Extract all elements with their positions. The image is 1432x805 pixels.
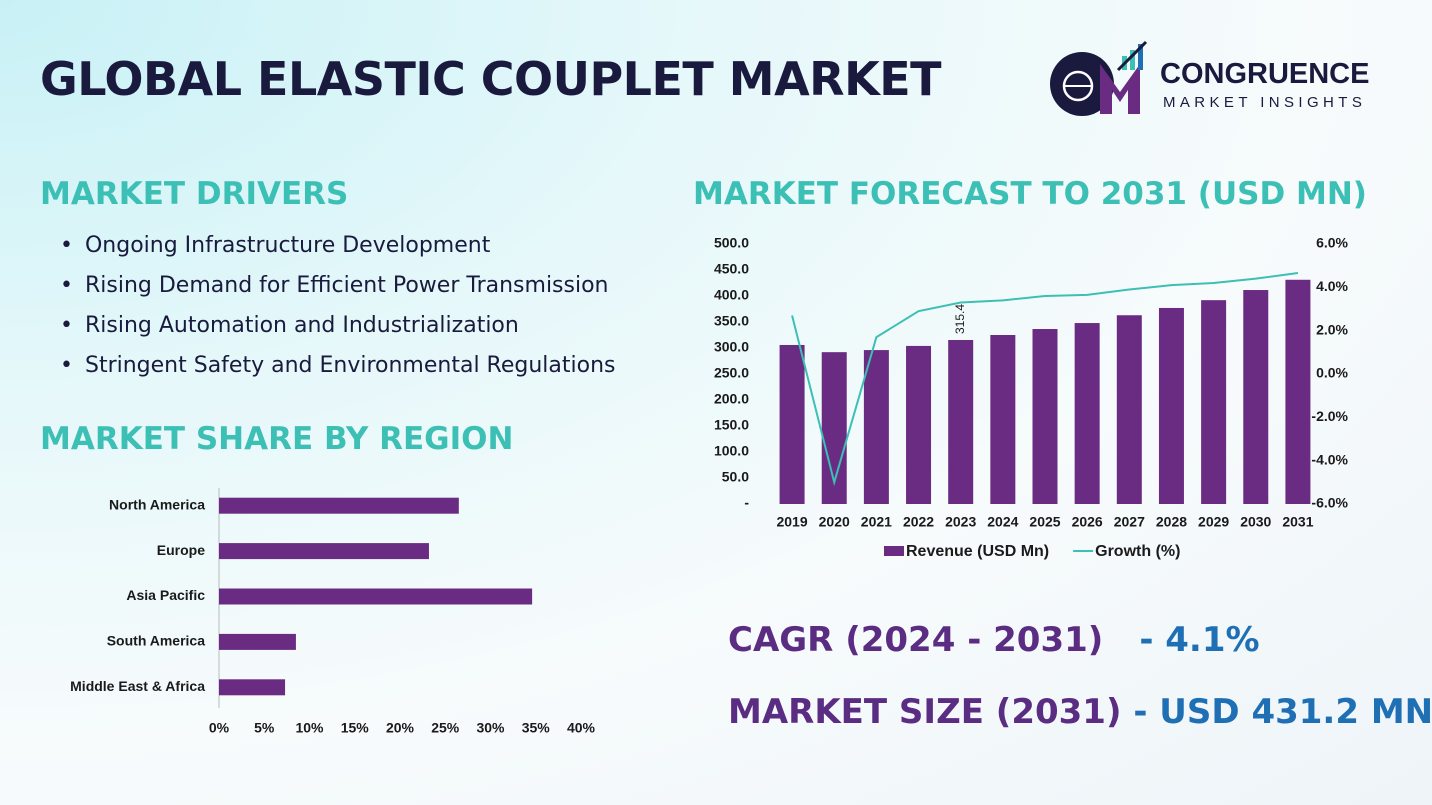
bar — [219, 497, 459, 514]
x-tick-label: 2020 — [819, 514, 850, 530]
y-tick-label: 300.0 — [714, 339, 749, 355]
bar — [1116, 315, 1142, 504]
y-tick-label: 500.0 — [714, 235, 749, 251]
x-tick-label: 10% — [295, 720, 324, 736]
category-label: Europe — [157, 542, 205, 558]
driver-item: Ongoing Infrastructure Development — [60, 228, 616, 268]
y-tick-label: 50.0 — [722, 469, 749, 485]
bar — [1285, 279, 1311, 504]
driver-item: Rising Automation and Industrialization — [60, 308, 616, 348]
x-tick-label: 15% — [341, 720, 370, 736]
bar — [1032, 329, 1058, 504]
category-label: South America — [107, 633, 205, 649]
cagr: CAGR (2024 - 2031) - 4.1% — [728, 620, 1260, 660]
x-tick-label: 0% — [209, 720, 230, 736]
y-tick-label: 200.0 — [714, 391, 749, 407]
x-tick-label: 40% — [567, 720, 596, 736]
y-tick-label: 100.0 — [714, 443, 749, 459]
market-size: MARKET SIZE (2031) - USD 431.2 MN — [728, 692, 1432, 732]
x-tick-label: 30% — [476, 720, 505, 736]
bar — [990, 335, 1016, 504]
data-label: 315.4 — [953, 304, 967, 334]
x-tick-label: 2031 — [1282, 514, 1313, 530]
y2-tick-label: 0.0% — [1316, 365, 1348, 381]
y-tick-label: - — [744, 495, 749, 511]
x-tick-label: 2029 — [1198, 514, 1229, 530]
page-title: GLOBAL ELASTIC COUPLET MARKET — [40, 52, 942, 106]
x-tick-label: 25% — [431, 720, 460, 736]
y-tick-label: 400.0 — [714, 287, 749, 303]
bar — [1201, 300, 1227, 504]
y2-tick-label: -6.0% — [1311, 495, 1348, 511]
x-tick-label: 2025 — [1029, 514, 1060, 530]
y-tick-label: 150.0 — [714, 417, 749, 433]
cagr-value: - 4.1% — [1139, 620, 1260, 660]
y2-tick-label: -2.0% — [1311, 408, 1348, 424]
y-tick-label: 450.0 — [714, 261, 749, 277]
driver-item: Rising Demand for Efficient Power Transm… — [60, 268, 616, 308]
bar — [906, 345, 932, 504]
bar — [948, 339, 974, 504]
x-tick-label: 5% — [254, 720, 275, 736]
bar — [1074, 323, 1100, 504]
size-value: - USD 431.2 MN — [1133, 692, 1432, 732]
brand-name: CONGRUENCE — [1160, 58, 1370, 90]
x-tick-label: 2022 — [903, 514, 934, 530]
y2-tick-label: 4.0% — [1316, 278, 1348, 294]
line — [791, 272, 1299, 487]
driver-item: Stringent Safety and Environmental Regul… — [60, 348, 616, 388]
y-tick-label: 350.0 — [714, 313, 749, 329]
legend-swatch — [884, 546, 904, 556]
x-tick-label: 2026 — [1072, 514, 1103, 530]
legend-label: Growth (%) — [1095, 543, 1180, 560]
x-tick-label: 2027 — [1114, 514, 1145, 530]
cagr-label: CAGR (2024 - 2031) — [728, 620, 1104, 660]
section-heading: MARKET DRIVERS — [40, 176, 349, 212]
category-label: North America — [109, 496, 205, 512]
y2-tick-label: 6.0% — [1316, 235, 1348, 251]
x-tick-label: 2030 — [1240, 514, 1271, 530]
legend-label: Revenue (USD Mn) — [906, 543, 1049, 560]
bar — [219, 679, 286, 696]
x-tick-label: 2019 — [776, 514, 807, 530]
section-heading: MARKET FORECAST TO 2031 (USD MN) — [693, 176, 1367, 212]
brand-subtitle: MARKET INSIGHTS — [1163, 94, 1367, 111]
bar — [1243, 290, 1269, 504]
bar — [219, 633, 296, 650]
bar — [219, 543, 429, 560]
logo-icon — [1050, 40, 1148, 116]
x-tick-label: 2028 — [1156, 514, 1187, 530]
bar — [1158, 307, 1184, 504]
y2-tick-label: 2.0% — [1316, 321, 1348, 337]
section-heading: MARKET SHARE BY REGION — [40, 421, 514, 457]
bar — [863, 350, 889, 504]
size-label: MARKET SIZE (2031) — [728, 692, 1122, 732]
x-tick-label: 20% — [386, 720, 415, 736]
x-tick-label: 35% — [522, 720, 551, 736]
drivers-list: Ongoing Infrastructure Development Risin… — [60, 228, 616, 388]
category-label: Middle East & Africa — [70, 678, 205, 694]
bar — [779, 344, 805, 504]
y2-tick-label: -4.0% — [1311, 451, 1348, 467]
x-tick-label: 2024 — [987, 514, 1018, 530]
y-tick-label: 250.0 — [714, 365, 749, 381]
bar — [219, 588, 533, 605]
category-label: Asia Pacific — [126, 587, 205, 603]
x-tick-label: 2021 — [861, 514, 892, 530]
x-tick-label: 2023 — [945, 514, 976, 530]
